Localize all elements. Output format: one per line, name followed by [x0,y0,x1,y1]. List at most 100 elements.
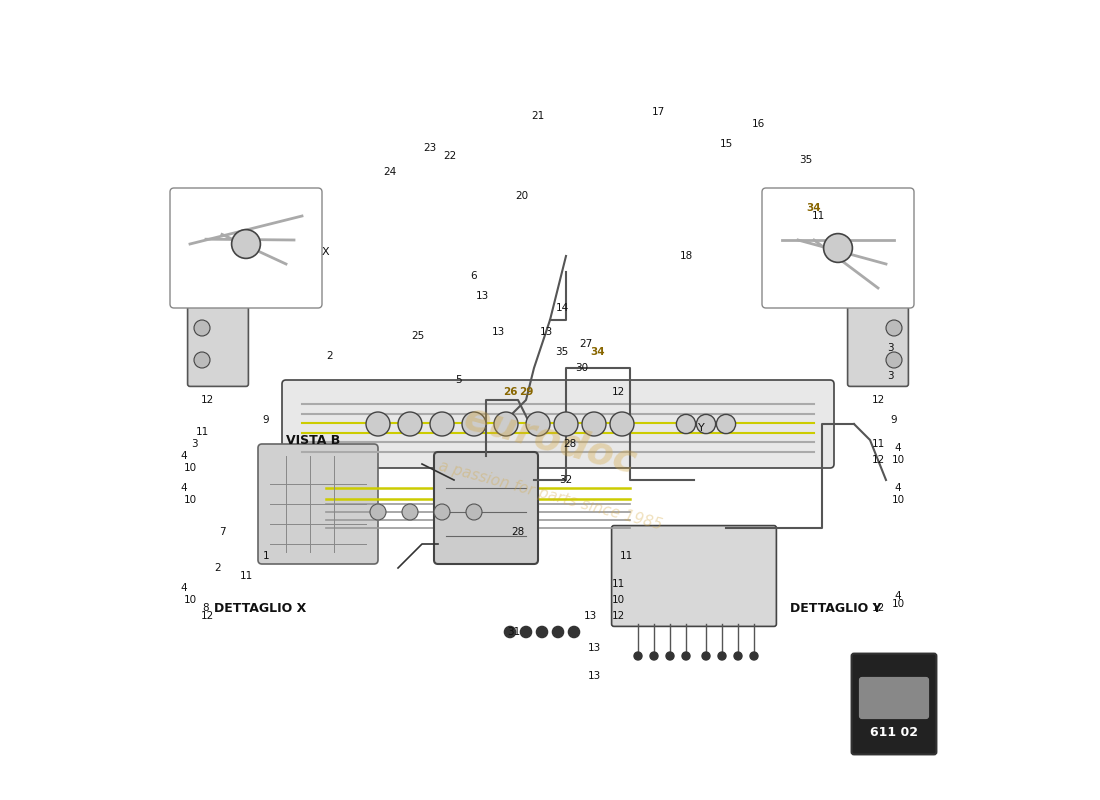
Text: 4: 4 [180,583,187,593]
Text: 21: 21 [531,111,544,121]
Text: 12: 12 [871,395,884,405]
Text: 2: 2 [327,351,333,361]
Text: 23: 23 [424,143,437,153]
Circle shape [537,626,548,638]
Circle shape [676,414,695,434]
Text: 11: 11 [812,211,825,221]
Text: 35: 35 [800,155,813,165]
FancyBboxPatch shape [762,188,914,308]
Text: 11: 11 [871,439,884,449]
Circle shape [232,230,261,258]
Text: 2: 2 [214,563,221,573]
Text: 12: 12 [612,611,625,621]
Circle shape [434,504,450,520]
Circle shape [634,652,642,660]
FancyBboxPatch shape [612,526,777,626]
Text: 3: 3 [887,371,893,381]
Text: X: X [322,247,330,257]
FancyBboxPatch shape [851,654,936,754]
Text: eurodoc: eurodoc [460,398,640,482]
Text: 28: 28 [563,439,576,449]
Text: 12: 12 [612,387,625,397]
Circle shape [194,320,210,336]
Text: 9: 9 [891,415,898,425]
Circle shape [886,352,902,368]
Text: 4: 4 [180,451,187,461]
Text: 20: 20 [516,191,529,201]
Text: Y: Y [698,423,705,433]
Text: 10: 10 [184,595,197,605]
Circle shape [886,320,902,336]
Text: 8: 8 [202,603,209,613]
FancyBboxPatch shape [258,444,378,564]
Text: 12: 12 [201,611,214,621]
Text: 4: 4 [180,483,187,493]
Text: 14: 14 [556,303,569,313]
Circle shape [430,412,454,436]
Circle shape [824,234,852,262]
Circle shape [520,626,531,638]
Text: 6: 6 [471,271,477,281]
Circle shape [718,652,726,660]
FancyBboxPatch shape [170,188,322,308]
Text: 12: 12 [871,455,884,465]
Circle shape [666,652,674,660]
Text: 34: 34 [806,203,822,213]
Text: 31: 31 [507,627,520,637]
Circle shape [610,412,634,436]
Circle shape [696,414,716,434]
Text: 35: 35 [556,347,569,357]
Text: 13: 13 [587,643,601,653]
Text: 7: 7 [219,527,225,537]
Text: 12: 12 [201,395,214,405]
Text: 30: 30 [575,363,589,373]
Text: 9: 9 [263,415,270,425]
FancyBboxPatch shape [434,452,538,564]
Text: 24: 24 [384,167,397,177]
Circle shape [505,626,516,638]
Text: 11: 11 [619,551,632,561]
Text: 29: 29 [519,387,534,397]
Text: 17: 17 [651,107,664,117]
Text: 28: 28 [512,527,525,537]
Text: 22: 22 [443,151,456,161]
Circle shape [554,412,578,436]
Text: 12: 12 [871,603,884,613]
Text: 5: 5 [454,375,461,385]
Text: 13: 13 [475,291,488,301]
Circle shape [734,652,742,660]
Circle shape [552,626,563,638]
Circle shape [466,504,482,520]
Text: 10: 10 [612,595,625,605]
Text: 3: 3 [190,439,197,449]
Text: DETTAGLIO Y: DETTAGLIO Y [790,602,881,614]
Text: 10: 10 [891,455,904,465]
Text: 13: 13 [587,671,601,681]
Text: 11: 11 [196,427,209,437]
Text: 10: 10 [891,599,904,609]
Text: 16: 16 [751,119,764,129]
Text: 13: 13 [539,327,552,337]
Text: 10: 10 [891,495,904,505]
FancyBboxPatch shape [188,254,249,386]
Text: VISTA B: VISTA B [286,434,340,446]
Circle shape [370,504,386,520]
Text: 15: 15 [719,139,733,149]
Circle shape [682,652,690,660]
Circle shape [366,412,390,436]
Text: a passion for parts since 1985: a passion for parts since 1985 [437,459,663,533]
Text: 611 02: 611 02 [870,726,918,738]
FancyBboxPatch shape [848,254,909,386]
Circle shape [494,412,518,436]
Text: 4: 4 [894,443,901,453]
Circle shape [526,412,550,436]
Circle shape [650,652,658,660]
Text: 32: 32 [560,475,573,485]
Text: 11: 11 [240,571,253,581]
Circle shape [462,412,486,436]
Circle shape [194,352,210,368]
Circle shape [582,412,606,436]
FancyBboxPatch shape [282,380,834,468]
Text: 13: 13 [583,611,596,621]
Circle shape [398,412,422,436]
